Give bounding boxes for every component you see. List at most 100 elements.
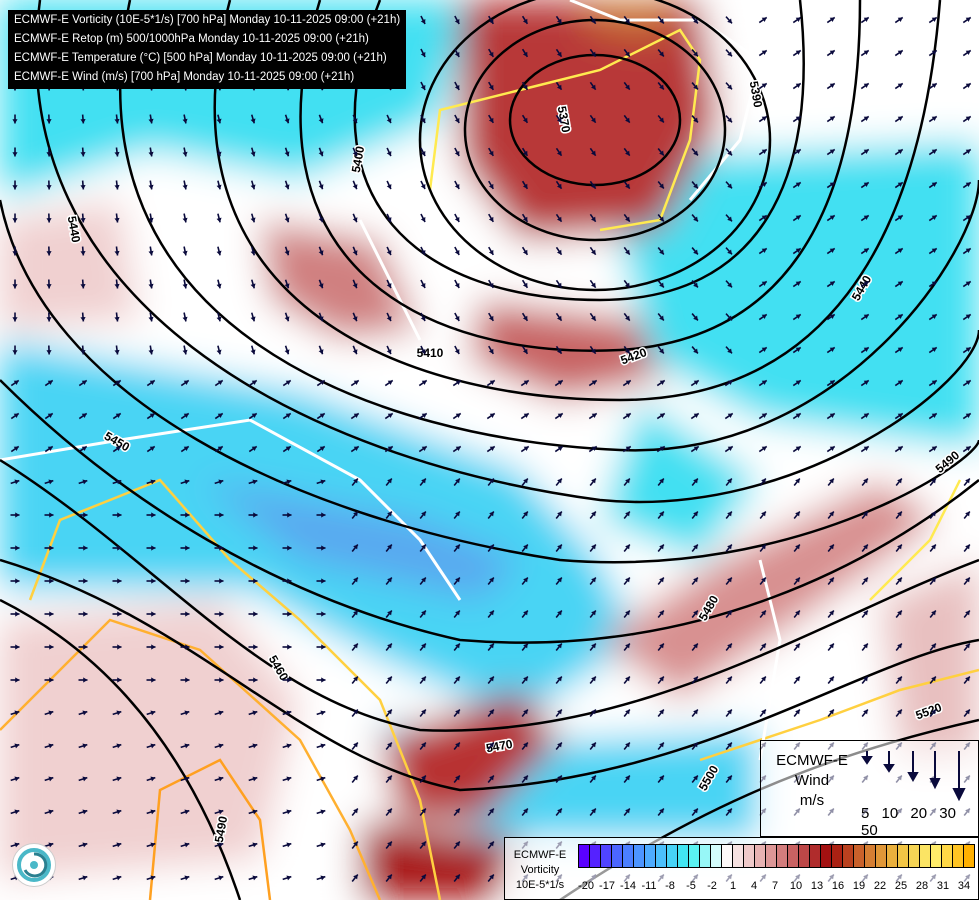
wind-arrow-icon (420, 147, 426, 157)
wind-arrow-icon (418, 379, 428, 387)
wind-arrow-icon (589, 642, 597, 652)
wind-arrow-icon (216, 345, 222, 355)
wind-arrow-icon (792, 181, 802, 189)
wind-arrow-icon (758, 412, 768, 420)
wind-arrow-icon (826, 313, 836, 321)
wind-arrow-icon (78, 875, 88, 881)
wind-arrow-icon (250, 114, 256, 124)
wind-arrow-icon (418, 412, 428, 420)
wind-arrow-icon (792, 379, 802, 387)
wind-arrow-icon (521, 345, 529, 355)
wind-arrow-icon (657, 180, 665, 190)
wind-arrow-icon (385, 741, 393, 751)
wind-arrow-icon (214, 611, 224, 617)
wind-arrow-icon (12, 114, 18, 124)
wind-arrow-icon (10, 809, 20, 815)
wind-arrow-icon (44, 809, 54, 815)
wind-arrow-icon (453, 477, 461, 487)
colorbar-cell (678, 845, 689, 867)
wind-arrow-icon (44, 677, 54, 683)
wind-arrow-icon (488, 81, 494, 91)
colorbar-cell (821, 845, 832, 867)
wind-arrow-icon (589, 279, 597, 289)
wind-arrow-icon (453, 576, 461, 586)
wind-arrow-icon (248, 710, 258, 716)
wind-arrow-icon (248, 479, 258, 485)
wind-arrow-icon (214, 578, 224, 584)
wind-arrow-icon (928, 280, 938, 288)
wind-arrow-icon (316, 445, 326, 453)
wind-arrow-icon (691, 774, 699, 784)
wind-arrow-icon (146, 875, 156, 881)
wind-arrow-icon (10, 611, 20, 617)
wind-arrow-icon (691, 214, 699, 222)
wind-arrow-icon (588, 379, 598, 387)
wind-arrow-icon (453, 642, 461, 652)
wind-arrow-icon (454, 312, 460, 322)
wind-arrow-icon (521, 708, 529, 718)
wind-arrow-icon (555, 48, 563, 58)
wind-arrow-icon (419, 642, 427, 652)
wind-arrow-icon (114, 147, 120, 157)
wind-arrow-icon (180, 842, 190, 848)
wind-arrow-icon (963, 609, 971, 619)
wind-arrow-icon (385, 807, 393, 817)
wind-arrow-icon (691, 609, 699, 619)
wind-arrow-icon (929, 609, 937, 619)
wind-arrow-icon (555, 477, 563, 487)
wind-speed-label: 5 (861, 805, 870, 822)
wind-arrow-icon (690, 412, 700, 420)
wind-arrow-icon (691, 181, 699, 189)
wind-arrow-icon (453, 840, 461, 850)
wind-arrow-icon (488, 147, 494, 157)
wind-arrow-icon (657, 81, 665, 91)
wind-arrow-icon (112, 379, 122, 387)
wind-arrow-icon (419, 510, 427, 520)
wind-arrow-icon (827, 609, 835, 619)
wind-arrow-icon (725, 49, 733, 57)
wind-arrow-icon (10, 512, 20, 518)
wind-arrow-icon (690, 379, 700, 387)
wind-arrow-icon (453, 774, 461, 784)
wind-arrow-icon (318, 246, 324, 256)
wind-arrow-icon (146, 479, 156, 485)
wind-arrow-icon (758, 280, 768, 288)
wind-arrow-icon (724, 412, 734, 420)
contour-label: 5400 (349, 145, 367, 174)
wind-arrow-icon (657, 345, 665, 355)
wind-arrow-icon (962, 148, 972, 156)
wind-arrow-icon (589, 510, 597, 520)
wind-arrow-icon (248, 776, 258, 782)
wind-arrow-icon (928, 445, 938, 453)
wind-arrow-icon (725, 214, 733, 222)
wind-arrow-icon (861, 543, 869, 553)
wind-arrow-icon (284, 180, 290, 190)
wind-arrow-icon (12, 279, 18, 289)
wind-arrow-icon (112, 743, 122, 749)
wind-arrow-icon (487, 807, 495, 817)
wind-arrow-icon (826, 247, 836, 255)
wind-arrow-icon (351, 543, 359, 553)
wind-arrow-icon (46, 279, 52, 289)
wind-arrow-icon (962, 82, 972, 90)
wind-arrow-icon (385, 642, 393, 652)
wind-arrow-icon (419, 477, 427, 487)
arrow-head-icon (952, 788, 966, 802)
wind-arrow-icon (316, 578, 326, 584)
wind-arrow-icon (860, 82, 870, 90)
wind-arrow-icon (589, 774, 597, 784)
colorbar-cell (854, 845, 865, 867)
wind-arrow-icon (725, 708, 733, 718)
title-temperature: ECMWF-E Temperature (°C) [500 hPa] Monda… (14, 52, 387, 64)
wind-arrow-icon (589, 807, 597, 817)
wind-arrow-icon (623, 576, 631, 586)
wind-arrow-icon (962, 313, 972, 321)
wind-arrow-icon (248, 512, 258, 518)
wind-arrow-icon (623, 510, 631, 520)
vorticity-legend: ECMWF-E Vorticity 10E-5*1/s -20 -17 -14 -11… (504, 837, 979, 900)
wind-arrow-icon (521, 147, 529, 157)
wind-arrow-icon (792, 346, 802, 354)
colorbar-cell (601, 845, 612, 867)
